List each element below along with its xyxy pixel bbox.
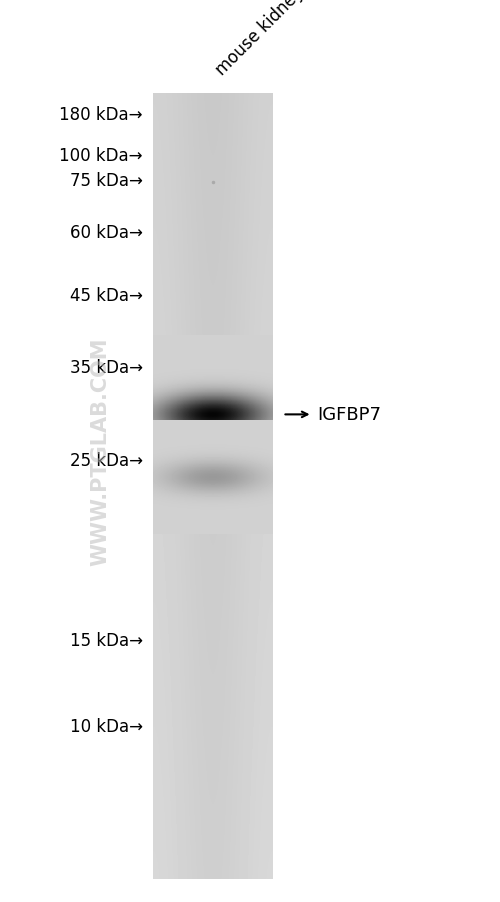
Text: 25 kDa→: 25 kDa→ (70, 451, 142, 469)
Text: WWW.PTGLAB.COM: WWW.PTGLAB.COM (90, 336, 110, 566)
Text: 10 kDa→: 10 kDa→ (70, 717, 142, 735)
Text: 100 kDa→: 100 kDa→ (59, 147, 142, 165)
Text: 75 kDa→: 75 kDa→ (70, 171, 142, 189)
Text: 180 kDa→: 180 kDa→ (59, 106, 142, 124)
Text: 60 kDa→: 60 kDa→ (70, 224, 142, 242)
Text: mouse kidney: mouse kidney (212, 0, 308, 79)
Text: 35 kDa→: 35 kDa→ (70, 359, 142, 377)
Text: 45 kDa→: 45 kDa→ (70, 287, 142, 305)
Text: 15 kDa→: 15 kDa→ (70, 631, 142, 649)
Text: IGFBP7: IGFBP7 (318, 406, 382, 424)
